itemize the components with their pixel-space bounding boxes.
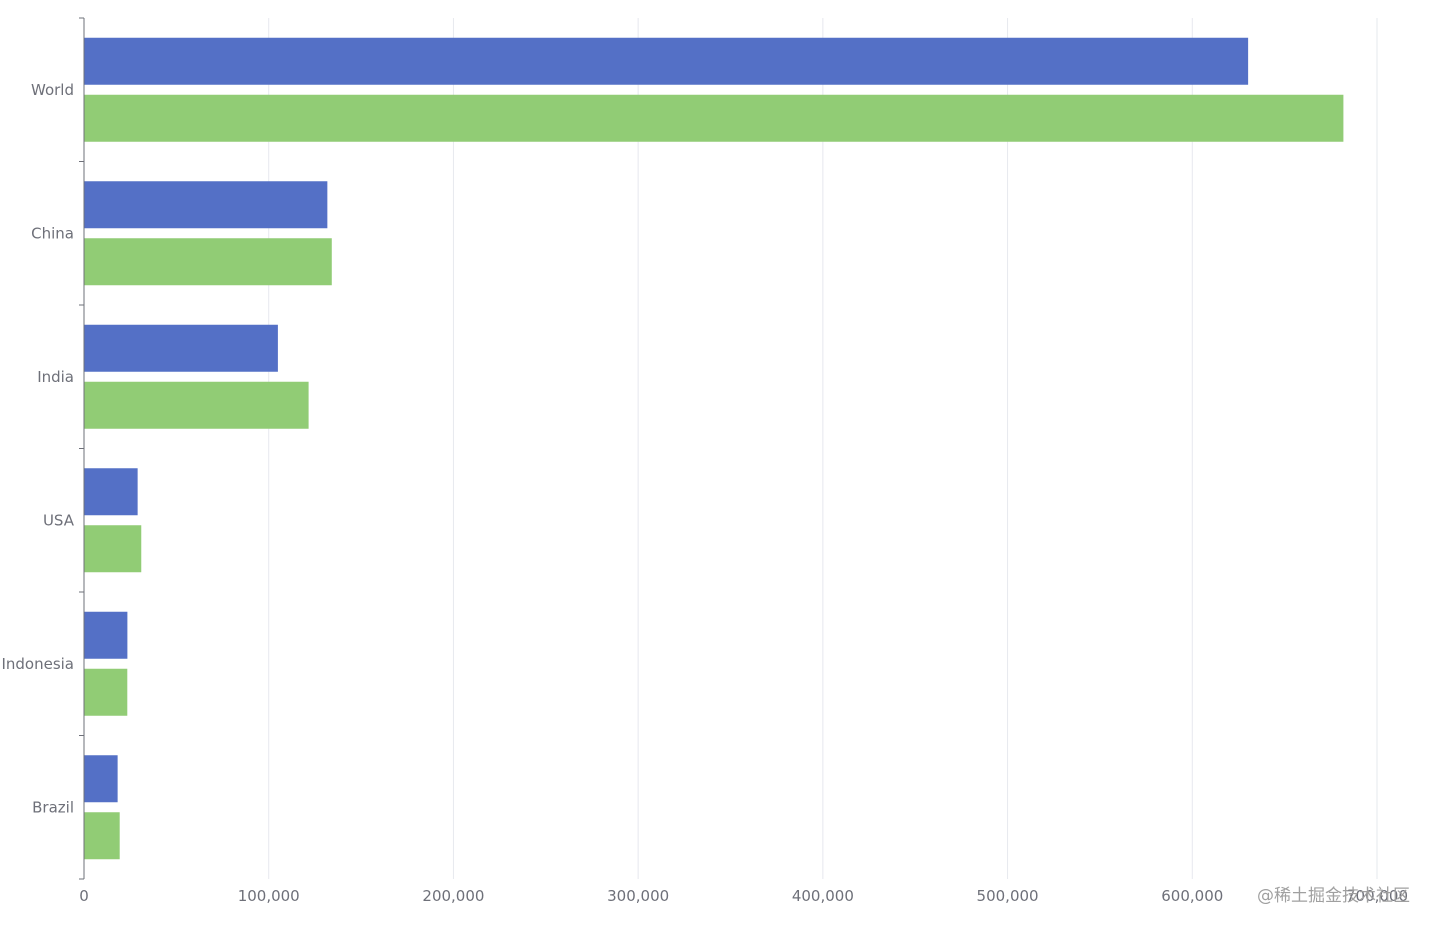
grid-lines [268, 18, 1378, 879]
x-tick-label: 500,000 [977, 887, 1039, 905]
bar-india-series-2 [84, 381, 309, 429]
x-tick-label: 200,000 [422, 887, 484, 905]
bar-indonesia-series-2 [84, 668, 128, 716]
bars [84, 37, 1344, 860]
bar-world-series-2 [84, 94, 1344, 142]
x-tick-label: 400,000 [792, 887, 854, 905]
x-tick-label: 600,000 [1161, 887, 1223, 905]
y-category-label: Indonesia [1, 655, 74, 673]
axis-labels: 0 100,000 200,000 300,000 400,000 500,000 600,… [1, 81, 1408, 905]
bar-china-series-1 [84, 181, 328, 229]
bar-brazil-series-2 [84, 812, 120, 860]
axes [79, 17, 85, 880]
bar-china-series-2 [84, 238, 332, 286]
watermark-text: @稀土掘金技术社区 [1257, 886, 1410, 906]
y-category-label: World [31, 81, 74, 99]
y-category-label: Brazil [32, 798, 74, 816]
bar-usa-series-1 [84, 468, 138, 516]
y-category-label: USA [43, 511, 75, 529]
bar-indonesia-series-1 [84, 611, 128, 659]
bar-world-series-1 [84, 37, 1249, 85]
x-tick-label: 700,000 [1346, 887, 1408, 905]
y-category-label: China [31, 224, 74, 242]
x-tick-label: 300,000 [607, 887, 669, 905]
bar-usa-series-2 [84, 525, 142, 573]
y-category-label: India [37, 368, 74, 386]
bar-brazil-series-1 [84, 755, 118, 803]
x-tick-label: 100,000 [238, 887, 300, 905]
x-tick-label: 0 [79, 887, 89, 905]
bar-india-series-1 [84, 324, 278, 372]
